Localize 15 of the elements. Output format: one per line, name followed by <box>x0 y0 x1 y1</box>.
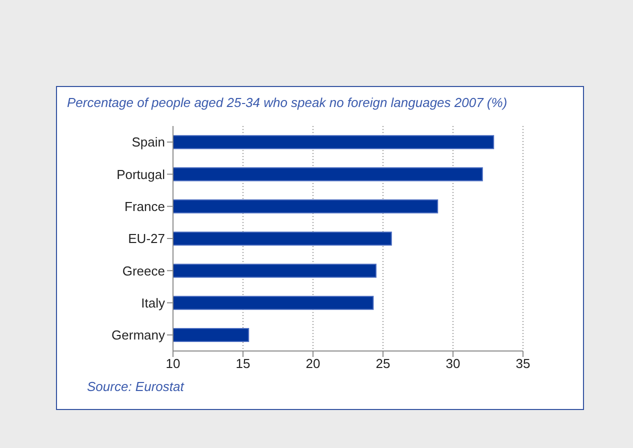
x-tick-label: 20 <box>306 356 320 372</box>
y-tick-label: Spain <box>132 134 165 150</box>
y-tick-label: Germany <box>112 328 166 343</box>
y-tick-label: France <box>124 198 165 214</box>
y-tick-label: Greece <box>122 263 165 278</box>
x-tick-label: 35 <box>516 356 530 372</box>
chart-title: Percentage of people aged 25-34 who speak no foreign languages 2007 (%) <box>67 95 508 110</box>
source-note: Source: Eurostat <box>87 379 184 394</box>
x-tick-label: 25 <box>376 356 390 372</box>
y-tick-label: Italy <box>141 295 166 310</box>
x-tick-label: 10 <box>166 356 180 372</box>
x-tick-label: 30 <box>446 356 460 372</box>
y-tick-label: Portugal <box>116 166 166 182</box>
y-tick-label: EU-27 <box>128 231 165 246</box>
x-tick-label: 15 <box>236 356 250 372</box>
